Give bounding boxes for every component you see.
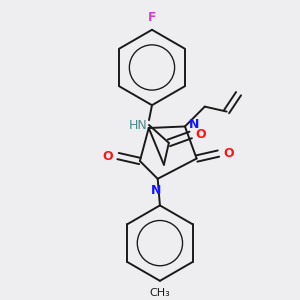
Text: O: O [196,128,206,142]
Text: F: F [148,11,156,24]
Text: O: O [103,150,113,163]
Text: CH₃: CH₃ [149,288,170,298]
Text: HN: HN [128,118,147,131]
Text: N: N [189,118,199,131]
Text: O: O [224,147,234,160]
Text: N: N [151,184,161,197]
